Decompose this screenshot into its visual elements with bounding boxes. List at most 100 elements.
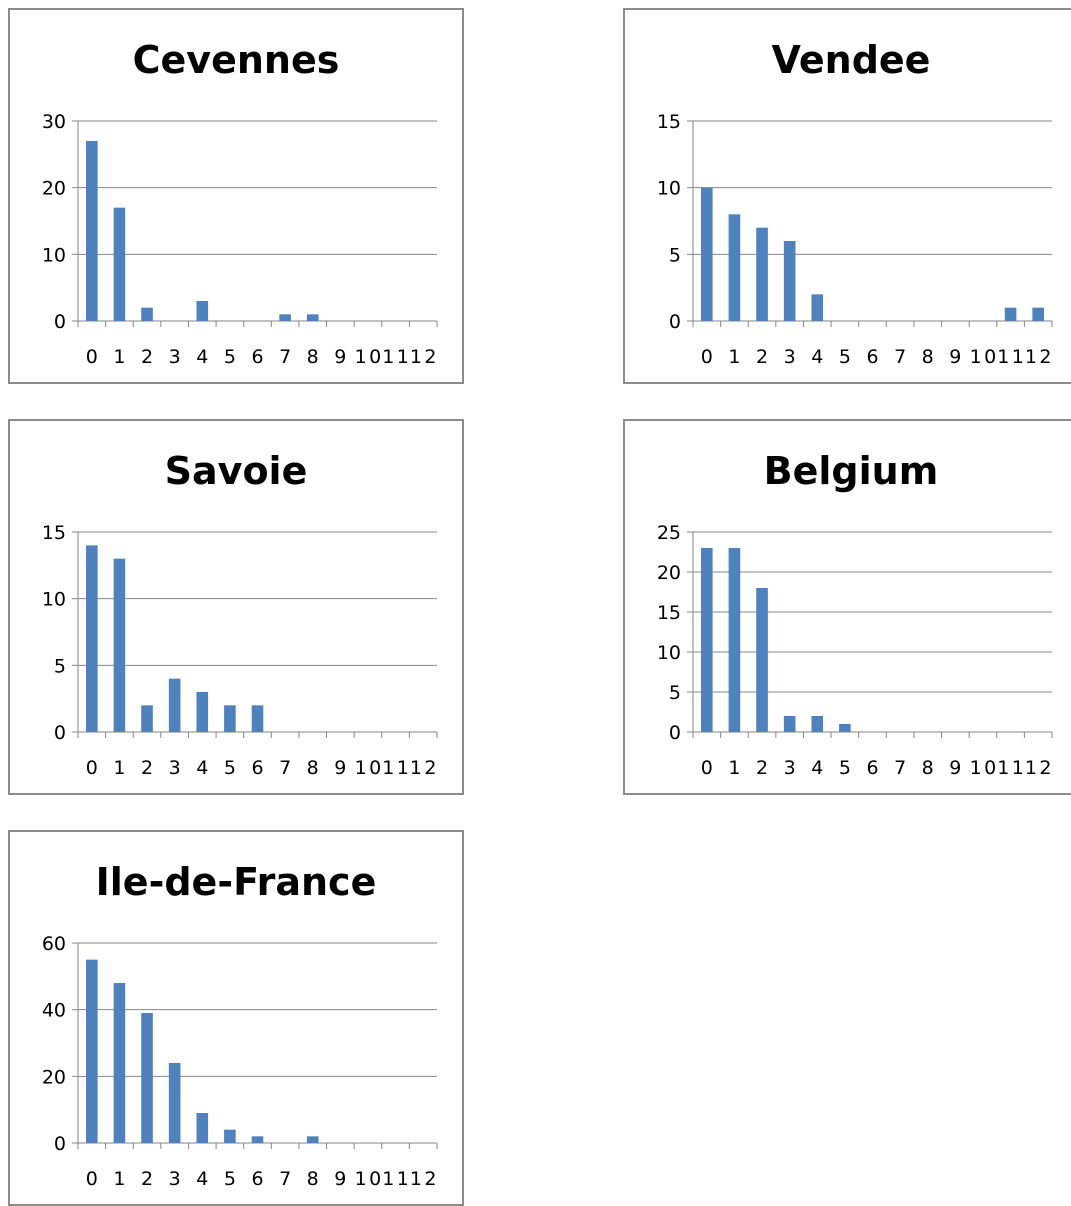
bar [756, 227, 768, 321]
chart-panel-belgium: Belgium 0 5 10 15 20 25 0 1 2 3 4 5 6 7 8 9 10 11 12 [623, 419, 1071, 795]
x-tick-label: 11 [382, 1168, 409, 1190]
chart-title: Ile-de-France [95, 860, 377, 904]
x-tick-label: 2 [756, 346, 768, 368]
bar [141, 1013, 153, 1143]
y-tick-label: 5 [54, 655, 66, 677]
x-tick-label: 10 [355, 757, 382, 779]
y-tick-label: 5 [669, 244, 681, 266]
chart-panel-savoie: Savoie 0 5 10 15 0 1 2 3 4 5 6 7 8 9 10 11 12 [8, 419, 464, 795]
bar [1032, 307, 1044, 321]
bar [141, 307, 153, 321]
bar [306, 1136, 319, 1143]
bar [113, 558, 126, 732]
x-tick-label: 5 [839, 346, 851, 368]
x-tick-label: 6 [866, 757, 878, 779]
x-tick-label: 10 [355, 1168, 382, 1190]
x-tick-label: 7 [279, 1168, 291, 1190]
x-tick-label: 3 [169, 757, 181, 779]
y-tick-label: 15 [42, 522, 66, 544]
y-tick-label: 20 [42, 1066, 66, 1088]
bar [811, 716, 824, 732]
bar [279, 314, 291, 321]
bar [839, 724, 851, 732]
x-tick-label: 3 [784, 346, 796, 368]
x-tick-label: 5 [839, 757, 851, 779]
x-tick-label: 10 [355, 346, 382, 368]
y-tick-label: 0 [54, 311, 66, 333]
x-tick-label: 9 [334, 1168, 346, 1190]
y-tick-label: 0 [669, 311, 681, 333]
bar [86, 141, 98, 321]
x-tick-label: 12 [410, 1168, 437, 1190]
x-tick-label: 1 [113, 757, 125, 779]
y-tick-label: 60 [42, 933, 66, 955]
y-tick-label: 10 [42, 244, 66, 266]
x-tick-label: 8 [307, 1168, 319, 1190]
x-tick-label: 4 [196, 346, 208, 368]
chart-title: Savoie [164, 449, 308, 493]
y-tick-label: 10 [42, 589, 66, 611]
x-tick-label: 5 [224, 757, 236, 779]
x-tick-label: 2 [141, 757, 153, 779]
y-tick-label: 10 [657, 178, 681, 200]
x-tick-label: 0 [701, 346, 713, 368]
x-tick-label: 4 [196, 757, 208, 779]
bar [224, 705, 236, 732]
bar [86, 545, 98, 732]
bar [196, 692, 209, 732]
y-tick-label: 20 [42, 178, 66, 200]
x-tick-label: 11 [382, 346, 409, 368]
x-tick-label: 1 [113, 346, 125, 368]
x-tick-label: 0 [701, 757, 713, 779]
bar [251, 1136, 264, 1143]
y-tick-label: 5 [669, 682, 681, 704]
y-tick-label: 25 [657, 522, 681, 544]
x-tick-label: 1 [728, 346, 740, 368]
y-tick-label: 15 [657, 602, 681, 624]
x-tick-label: 8 [922, 757, 934, 779]
y-tick-label: 30 [42, 111, 66, 133]
x-tick-label: 0 [86, 1168, 98, 1190]
bar [783, 716, 796, 732]
x-tick-label: 12 [410, 346, 437, 368]
x-tick-label: 3 [784, 757, 796, 779]
bar [701, 548, 713, 732]
x-tick-label: 2 [756, 757, 768, 779]
x-tick-label: 12 [1025, 346, 1052, 368]
x-tick-label: 8 [307, 757, 319, 779]
x-tick-label: 7 [894, 346, 906, 368]
x-tick-label: 3 [169, 346, 181, 368]
y-tick-label: 20 [657, 562, 681, 584]
x-tick-label: 12 [1025, 757, 1052, 779]
bar [783, 241, 796, 321]
x-tick-label: 6 [251, 346, 263, 368]
x-tick-label: 2 [141, 346, 153, 368]
bar [196, 301, 209, 321]
chart-title: Belgium [763, 449, 939, 493]
x-tick-label: 7 [279, 346, 291, 368]
x-tick-label: 2 [141, 1168, 153, 1190]
chart-title: Vendee [771, 38, 931, 82]
x-tick-label: 5 [224, 346, 236, 368]
chart-panel-vendee: Vendee 0 5 10 15 0 1 2 3 4 5 6 7 8 9 10 11 12 [623, 8, 1071, 384]
bar [728, 214, 741, 321]
bar [196, 1113, 209, 1143]
x-tick-label: 11 [997, 346, 1024, 368]
bar [1004, 307, 1017, 321]
x-tick-label: 9 [334, 346, 346, 368]
x-tick-label: 12 [410, 757, 437, 779]
x-tick-label: 10 [970, 346, 997, 368]
chart-panel-cevennes: Cevennes 0 10 20 30 0 1 2 3 4 5 6 7 8 9 10 11 12 [8, 8, 464, 384]
bar [728, 548, 741, 732]
bar [141, 705, 153, 732]
bar [113, 983, 126, 1143]
x-tick-label: 4 [811, 757, 823, 779]
x-tick-label: 9 [949, 757, 961, 779]
x-tick-label: 10 [970, 757, 997, 779]
x-tick-label: 9 [949, 346, 961, 368]
bar [251, 705, 264, 732]
bar [168, 678, 181, 732]
